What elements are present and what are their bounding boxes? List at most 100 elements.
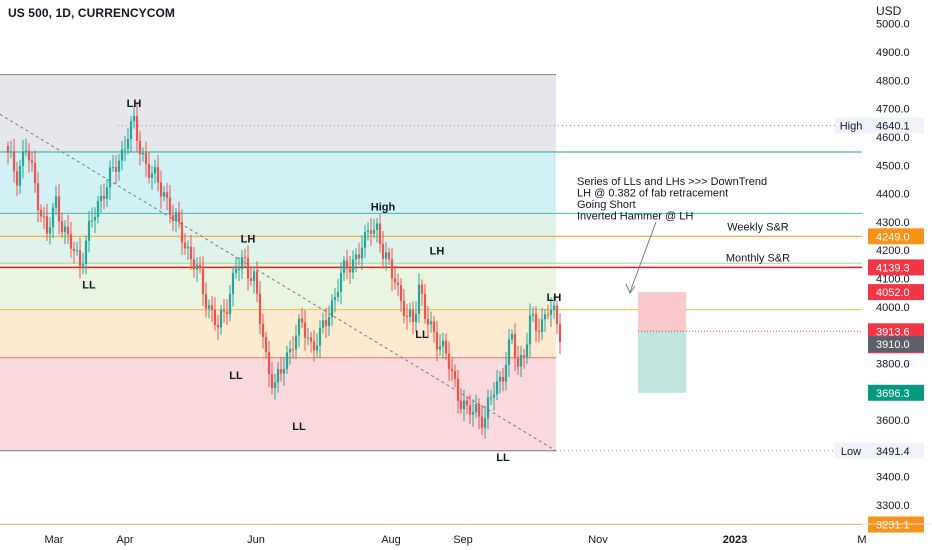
candle — [21, 139, 25, 179]
candle-body — [498, 376, 502, 382]
candle — [69, 222, 73, 258]
candle — [153, 159, 157, 184]
price-badge-value: 3696.3 — [876, 388, 910, 400]
candle — [177, 201, 181, 229]
candle-body — [252, 271, 256, 281]
candle — [285, 345, 289, 374]
swing-label: LH — [430, 245, 445, 257]
candle — [30, 152, 34, 172]
candle — [93, 207, 97, 234]
x-tick-label: Nov — [588, 534, 608, 546]
candle — [321, 312, 325, 334]
candle-body — [510, 333, 514, 340]
candle-body — [324, 320, 328, 327]
price-badge-value: 4249.0 — [876, 231, 910, 243]
marker-value: 3491.4 — [876, 446, 910, 458]
candle-body — [294, 335, 298, 350]
candle — [216, 314, 220, 341]
candle — [546, 304, 550, 320]
swing-label: LH — [547, 292, 562, 304]
price-badge-value: 3231.1 — [876, 520, 910, 532]
candle — [315, 333, 319, 358]
candle — [237, 256, 241, 282]
candle-body — [171, 215, 175, 221]
candle-body — [264, 337, 268, 353]
candle-body — [117, 160, 121, 172]
candle-body — [291, 349, 295, 351]
candle — [519, 345, 523, 378]
candle — [426, 306, 430, 338]
candle-body — [6, 145, 10, 152]
y-tick-label: 3800.0 — [876, 358, 910, 370]
candle-body — [447, 353, 451, 370]
price-badge-bg — [868, 259, 924, 276]
candle-body — [387, 252, 391, 260]
candle — [246, 245, 250, 291]
candle-body — [30, 160, 34, 163]
candle-body — [147, 164, 151, 178]
candle — [159, 170, 163, 209]
marker-value-bg — [868, 442, 924, 459]
candle-body — [531, 314, 535, 316]
candle-body — [201, 268, 205, 294]
symbol-title[interactable]: US 500, 1D, CURRENCYCOM — [8, 6, 176, 20]
candle — [486, 389, 490, 430]
y-tick-label: 3600.0 — [876, 415, 910, 427]
candle — [495, 369, 499, 400]
y-tick-label: 4200.0 — [876, 245, 910, 257]
candle-body — [300, 318, 304, 323]
y-tick-label: 4600.0 — [876, 132, 910, 144]
candle-body — [330, 300, 334, 318]
candle-body — [363, 232, 367, 248]
candle-body — [102, 195, 106, 199]
candle — [393, 265, 397, 290]
candle-body — [135, 115, 139, 141]
candle-body — [93, 217, 97, 221]
candle-body — [318, 327, 322, 346]
candle-body — [495, 381, 499, 395]
candle — [483, 405, 487, 439]
candle-body — [528, 315, 532, 345]
candle-body — [480, 416, 484, 428]
low-label: Low — [841, 446, 861, 458]
candle — [72, 241, 76, 264]
candle-body — [288, 349, 292, 353]
candle-body — [234, 269, 238, 273]
candle — [180, 209, 184, 256]
candle — [534, 306, 538, 343]
candle-body — [132, 115, 136, 122]
candle — [219, 305, 223, 335]
candle — [510, 329, 514, 345]
candle-body — [81, 263, 85, 266]
candle — [459, 388, 463, 414]
candle-body — [558, 324, 562, 343]
candle-body — [183, 242, 187, 249]
candle-body — [165, 192, 169, 198]
candle-body — [75, 250, 79, 252]
candle-body — [12, 151, 16, 172]
candle — [261, 313, 265, 349]
candle-body — [33, 162, 37, 184]
x-tick-label: Jun — [247, 534, 265, 546]
fib-zone — [0, 309, 556, 358]
price-badge-bg — [868, 228, 924, 245]
candle — [267, 340, 271, 387]
candle-body — [42, 216, 46, 218]
candle — [348, 256, 352, 284]
candle-body — [555, 305, 559, 325]
candle-body — [390, 259, 394, 279]
candle — [132, 105, 136, 129]
candle-body — [459, 400, 463, 410]
candle — [252, 266, 256, 294]
candle — [141, 147, 145, 162]
candle — [102, 183, 106, 210]
candle-body — [432, 321, 436, 333]
x-tick-label: M — [857, 534, 866, 546]
price-badge: 3910.0 — [868, 336, 924, 353]
candle-body — [255, 271, 259, 294]
candle — [525, 332, 529, 364]
y-tick-label: 4000.0 — [876, 302, 910, 314]
candle-body — [198, 264, 202, 269]
